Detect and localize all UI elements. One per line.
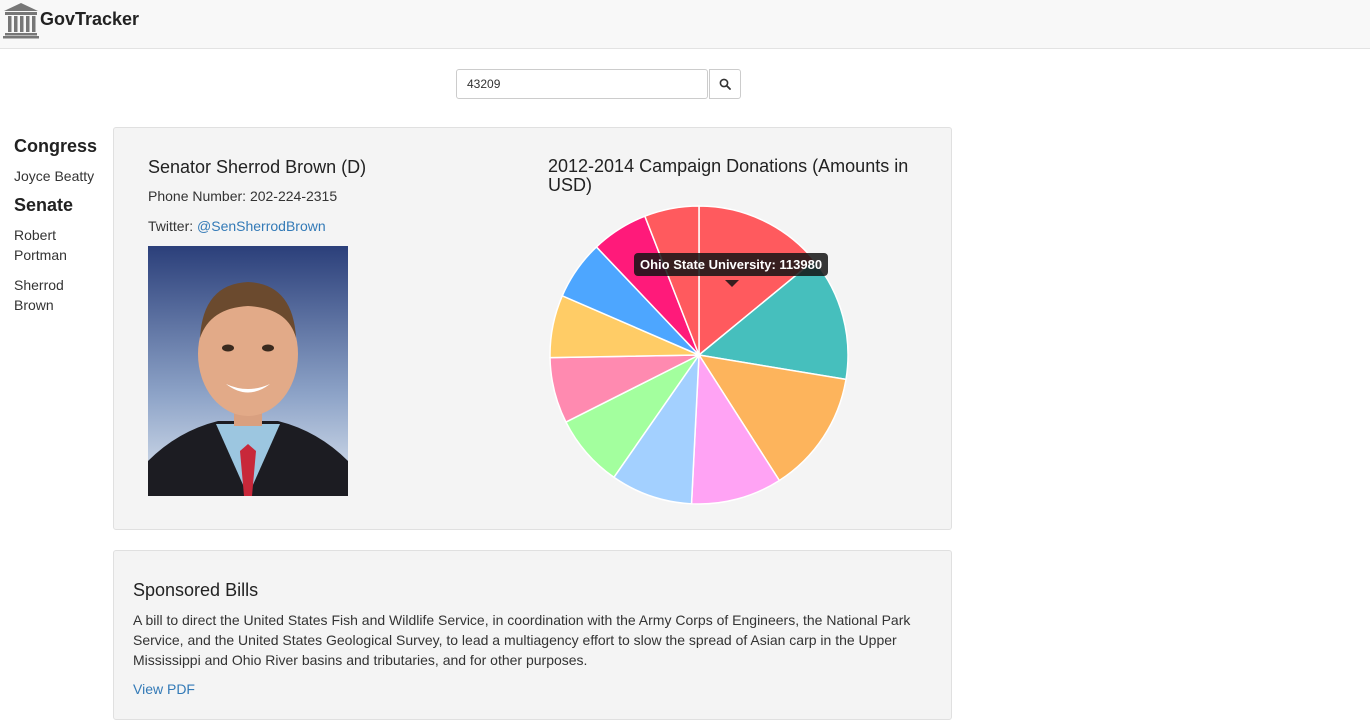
view-pdf-link[interactable]: View PDF: [133, 681, 195, 697]
chart-tooltip: Ohio State University: 113980: [634, 253, 829, 276]
capitol-building-icon[interactable]: [2, 1, 40, 39]
senator-phone: Phone Number: 202-224-2315: [148, 188, 338, 204]
senator-portrait: [148, 246, 348, 496]
bills-heading: Sponsored Bills: [133, 580, 259, 600]
twitter-link[interactable]: @SenSherrodBrown: [197, 218, 326, 234]
sponsored-bills-panel: Sponsored Bills A bill to direct the Uni…: [113, 550, 952, 720]
pie-slice[interactable]: [643, 205, 700, 356]
navbar: GovTracker: [0, 0, 1370, 49]
twitter-label: Twitter:: [148, 218, 198, 234]
sidebar-item-label-line2: Portman: [14, 247, 67, 263]
senator-name: Senator Sherrod Brown (D): [148, 157, 367, 177]
sidebar-item-label-line2: Brown: [14, 297, 54, 313]
search-button[interactable]: [709, 69, 741, 99]
pie-slice[interactable]: [612, 352, 700, 505]
congress-heading: Congress: [14, 136, 98, 156]
senator-twitter: Twitter: @SenSherrodBrown: [148, 218, 326, 234]
tooltip-arrow: [725, 280, 739, 287]
sidebar-item-label-line1: Sherrod: [14, 277, 64, 293]
chart-title: 2012-2014 Campaign Donations (Amounts in…: [548, 156, 909, 195]
search-icon: [719, 78, 731, 90]
senate-heading: Senate: [14, 195, 74, 215]
pie-slice[interactable]: [697, 353, 847, 482]
donations-pie-chart[interactable]: [548, 204, 850, 506]
senator-panel: Senator Sherrod Brown (D) Phone Number: …: [113, 127, 952, 530]
sidebar-item-joyce-beatty[interactable]: Joyce Beatty: [14, 168, 95, 184]
sidebar-item-label-line1: Robert: [14, 227, 57, 243]
brand-name[interactable]: GovTracker: [40, 9, 140, 29]
pie-slice[interactable]: [690, 352, 781, 505]
zip-search-input[interactable]: [456, 69, 708, 99]
sidebar-item-sherrod-brown[interactable]: Sherrod Brown: [14, 275, 64, 315]
sidebar-item-robert-portman[interactable]: Robert Portman: [14, 225, 67, 265]
bill-description: A bill to direct the United States Fish …: [133, 612, 911, 668]
